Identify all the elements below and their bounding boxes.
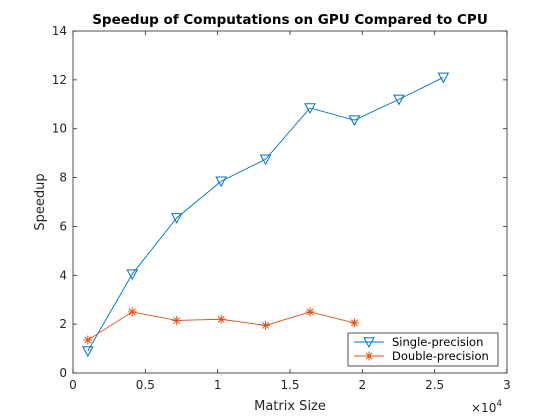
x-axis: 0 0.5 1 1.5 2 2.5 3 (69, 31, 511, 392)
asterisk-stroke (350, 319, 358, 327)
series-single-precision (81, 72, 450, 358)
asterisk-stroke (306, 308, 314, 316)
y-axis: 0 2 4 6 8 10 12 14 (52, 24, 507, 380)
y-tick-label: 4 (59, 268, 67, 282)
legend-entry-single-precision: Single-precision (354, 335, 483, 349)
y-tick-label: 8 (59, 171, 67, 185)
legend-marker (364, 351, 374, 361)
x-axis-multiplier-base: ×10 (471, 401, 496, 415)
x-axis-multiplier-exponent: 4 (496, 399, 502, 409)
series-line-single-precision (87, 77, 444, 352)
data-point-double-precision (216, 314, 226, 324)
legend-marker (363, 337, 375, 349)
asterisk-stroke (365, 352, 373, 360)
x-axis-label: Matrix Size (254, 399, 326, 414)
data-point-single-precision (259, 154, 272, 166)
x-tick-label: 0 (69, 378, 77, 392)
data-point-double-precision (261, 320, 271, 330)
data-point-single-precision (126, 269, 139, 281)
data-point-double-precision (305, 307, 315, 317)
asterisk-stroke (173, 316, 181, 324)
series-double-precision (83, 307, 359, 345)
data-point-single-precision (304, 103, 316, 115)
asterisk-stroke (128, 308, 136, 316)
legend-label: Single-precision (392, 335, 483, 349)
data-point-double-precision (172, 315, 182, 325)
y-axis-label: Speedup (33, 173, 48, 230)
x-tick-label: 3 (503, 378, 511, 392)
y-tick-label: 10 (52, 122, 67, 136)
asterisk-stroke (84, 336, 92, 344)
x-tick-label: 2.5 (425, 378, 444, 392)
y-tick-label: 2 (59, 317, 67, 331)
x-tick-label: 2 (359, 378, 367, 392)
data-point-single-precision (437, 72, 450, 84)
y-tick-label: 12 (52, 73, 67, 87)
data-point-double-precision (127, 307, 137, 317)
y-tick-label: 0 (59, 366, 67, 380)
asterisk-stroke (262, 321, 270, 329)
x-tick-label: 1 (214, 378, 222, 392)
data-point-single-precision (81, 346, 94, 358)
x-tick-label: 1.5 (280, 378, 299, 392)
data-point-single-precision (215, 176, 227, 188)
legend-entry-double-precision: Double-precision (354, 349, 489, 363)
data-point-single-precision (348, 115, 361, 127)
y-tick-label: 6 (59, 219, 67, 233)
legend-box (347, 332, 499, 367)
legend-label: Double-precision (392, 349, 489, 363)
data-point-double-precision (83, 335, 93, 345)
x-axis-multiplier: ×104 (471, 399, 502, 415)
data-point-single-precision (170, 213, 183, 224)
x-tick-label: 0.5 (136, 378, 155, 392)
chart-title: Speedup of Computations on GPU Compared … (92, 12, 488, 28)
series-layer (81, 72, 450, 358)
asterisk-stroke (217, 315, 225, 323)
y-tick-label: 14 (52, 24, 67, 38)
data-point-single-precision (393, 94, 405, 106)
plot-area (72, 30, 508, 374)
data-point-double-precision (349, 318, 359, 328)
